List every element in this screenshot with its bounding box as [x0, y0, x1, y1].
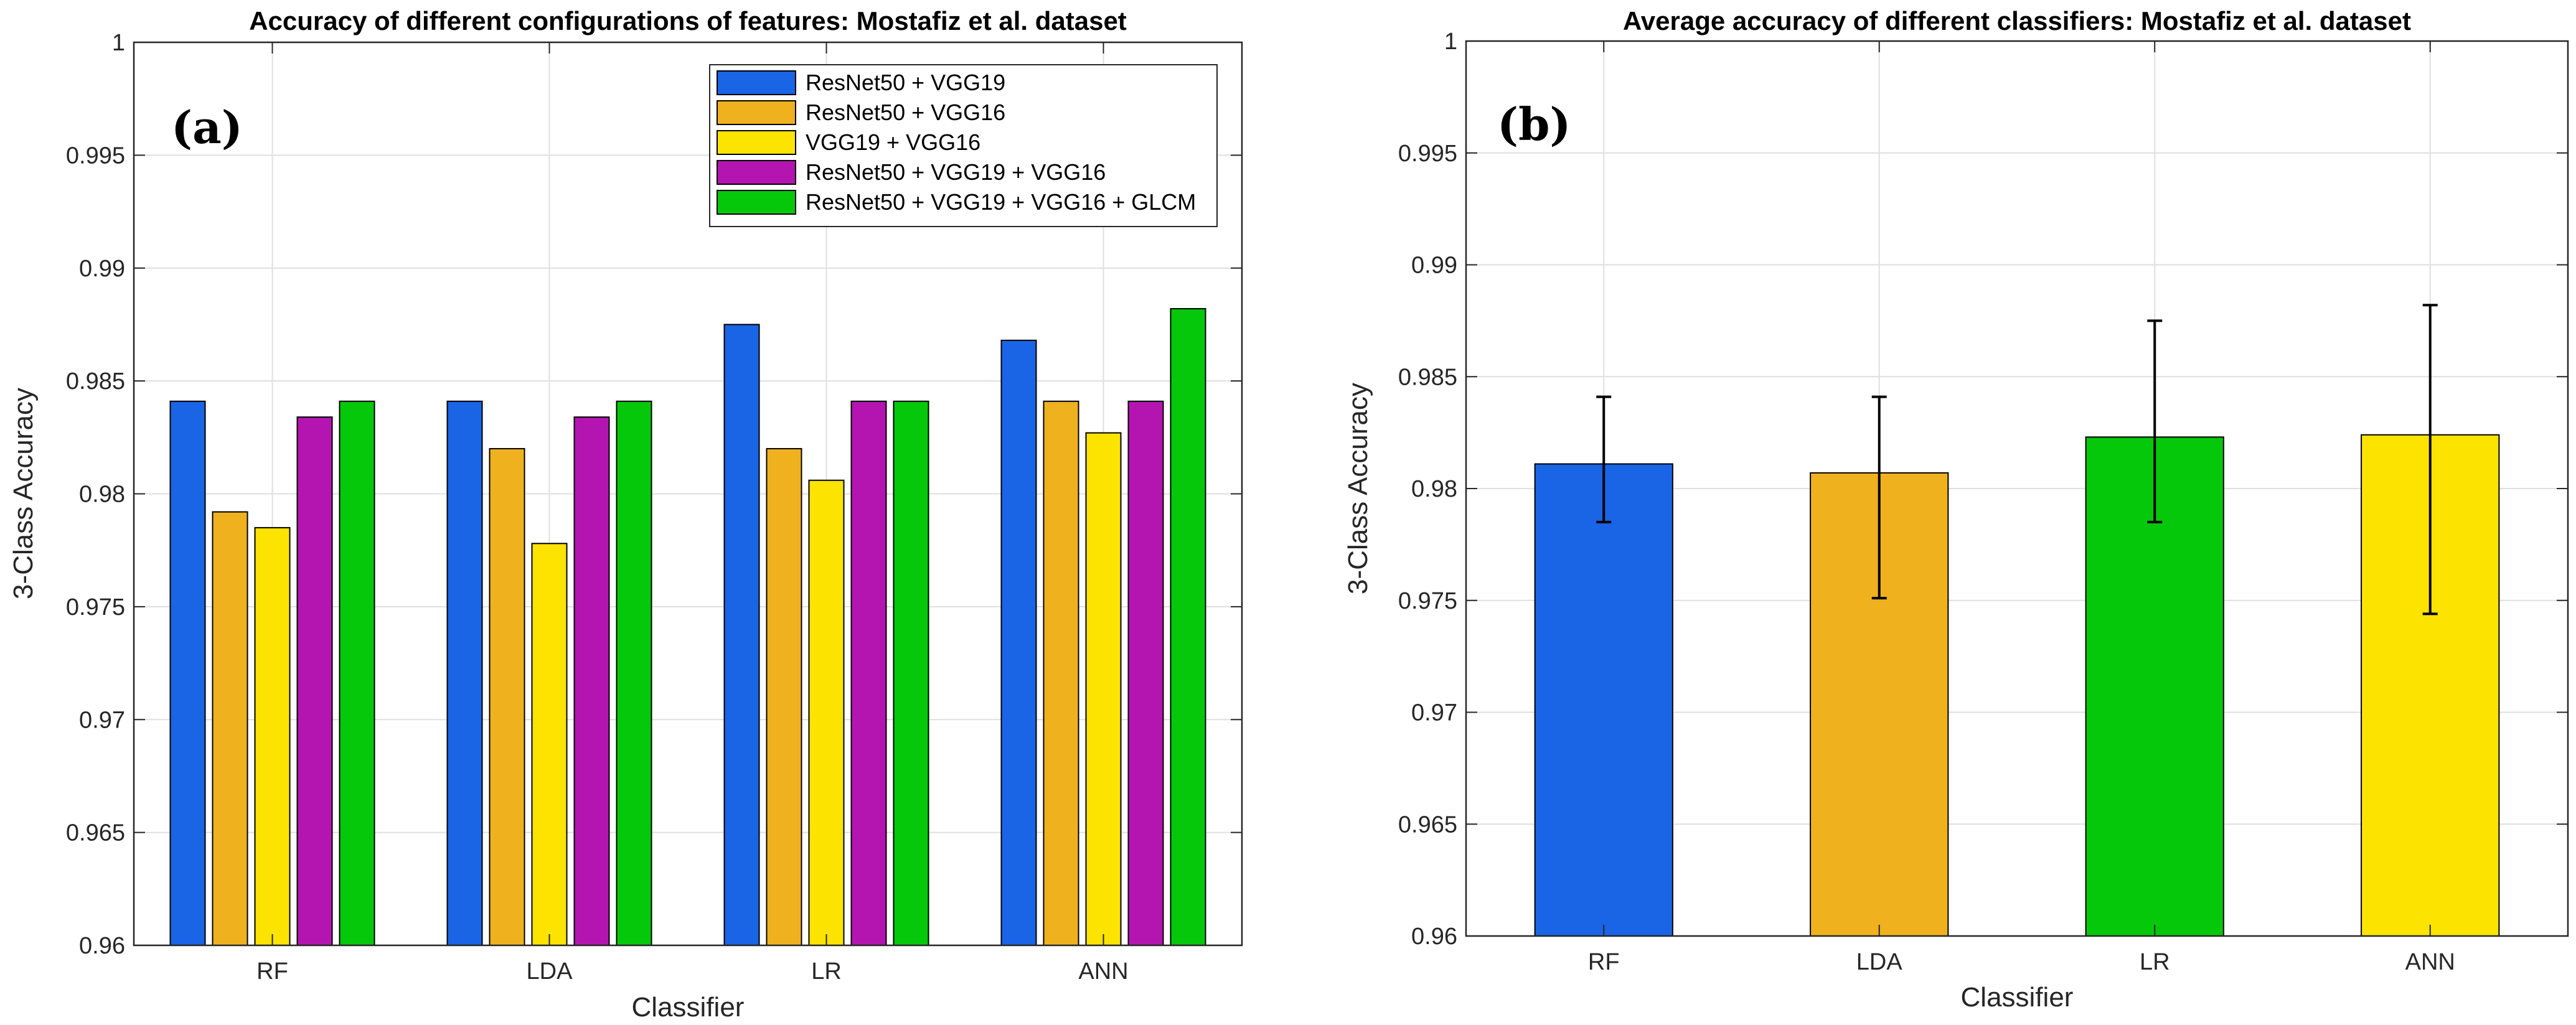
x-tick-label: RF [256, 958, 288, 985]
bar [1000, 339, 1037, 946]
y-tick-label: 0.985 [66, 368, 125, 395]
y-tick-label: 0.965 [66, 820, 125, 846]
panel-a-x-ticks: RF LDA LR ANN [256, 42, 1129, 985]
y-tick-label: 0.98 [1411, 476, 1457, 502]
panel-b-error-bars [1596, 304, 2438, 615]
bar [254, 527, 291, 946]
bar [296, 416, 333, 946]
legend-label: ResNet50 + VGG19 [806, 70, 1005, 95]
bar [766, 447, 802, 946]
y-tick-label: 0.97 [1411, 700, 1457, 726]
bar [339, 400, 375, 946]
y-tick-label: 1 [1444, 29, 1457, 55]
legend-label: ResNet50 + VGG16 [806, 100, 1005, 125]
y-tick-label: 0.995 [66, 143, 125, 169]
x-tick-label: RF [1588, 949, 1620, 975]
panel-a-legend: ResNet50 + VGG19 ResNet50 + VGG16 VGG19 + … [709, 64, 1218, 227]
bar [723, 324, 760, 946]
x-tick-label: LR [811, 958, 842, 985]
y-tick-label: 0.985 [1398, 364, 1457, 390]
panel-a-title: Accuracy of different configurations of … [249, 6, 1127, 35]
panel-b-axes-frame [1465, 40, 2569, 937]
panel-b-x-axis-label: Classifier [1961, 982, 2074, 1013]
bar [489, 447, 525, 946]
panel-a-axes-frame [133, 41, 1243, 947]
x-tick-label: LDA [1856, 949, 1903, 975]
y-tick-label: 0.99 [79, 256, 125, 282]
panel-b-y-axis-label: 3-Class Accuracy [1343, 383, 1373, 594]
panel-b-title: Average accuracy of different classifier… [1623, 6, 2411, 35]
legend-swatch [717, 100, 796, 125]
y-tick-label: 0.975 [1398, 588, 1457, 614]
panel-a-x-axis-label: Classifier [632, 992, 745, 1023]
bar [1085, 432, 1122, 946]
panel-a-chart: 0.96 0.965 0.97 0.975 0.98 0.985 0.99 0.995 1 RF… [8, 6, 1243, 1023]
bar [893, 400, 929, 946]
legend-swatch [717, 190, 796, 215]
bar [1127, 400, 1164, 946]
panel-b-x-ticks: RF LDA LR ANN [1588, 41, 2455, 975]
panel-b-label: (b) [1497, 98, 1571, 151]
y-tick-label: 0.97 [79, 707, 125, 733]
bar [616, 400, 652, 946]
legend-label: ResNet50 + VGG19 + VGG16 [806, 159, 1106, 185]
y-tick-label: 0.995 [1398, 141, 1457, 167]
legend-label: ResNet50 + VGG19 + VGG16 + GLCM [806, 189, 1196, 215]
x-tick-label: ANN [2405, 949, 2455, 975]
panel-b-chart: 0.96 0.965 0.97 0.975 0.98 0.985 0.99 0.995 1 RF… [1343, 6, 2569, 1013]
legend-swatch [717, 70, 796, 95]
bar [169, 400, 206, 946]
y-tick-label: 1 [112, 30, 125, 56]
bar [1170, 308, 1206, 947]
bar [850, 400, 887, 946]
bar [531, 543, 568, 946]
y-tick-label: 0.99 [1411, 253, 1457, 279]
bar [1043, 400, 1079, 946]
panel-a-label: (a) [171, 101, 243, 154]
bar [808, 479, 845, 946]
x-tick-label: ANN [1078, 958, 1128, 985]
y-tick-label: 0.975 [66, 594, 125, 620]
y-tick-label: 0.98 [79, 482, 125, 508]
panel-a-bars [169, 308, 1206, 947]
bar [212, 511, 248, 946]
panel-a-y-axis-label: 3-Class Accuracy [8, 388, 39, 599]
x-tick-label: LR [2140, 949, 2170, 975]
bar [446, 400, 483, 946]
panel-b-y-ticks: 0.96 0.965 0.97 0.975 0.98 0.985 0.99 0.995 1 [1398, 29, 2568, 950]
panel-a-y-ticks: 0.96 0.965 0.97 0.975 0.98 0.985 0.99 0.995 1 [66, 30, 1242, 959]
legend-swatch [717, 130, 796, 155]
y-tick-label: 0.96 [79, 933, 125, 959]
y-tick-label: 0.96 [1411, 924, 1457, 950]
legend-label: VGG19 + VGG16 [806, 129, 980, 155]
bar [573, 416, 610, 946]
bar [1534, 463, 1673, 937]
x-tick-label: LDA [527, 958, 573, 985]
y-tick-label: 0.965 [1398, 812, 1457, 838]
legend-swatch [717, 160, 796, 185]
